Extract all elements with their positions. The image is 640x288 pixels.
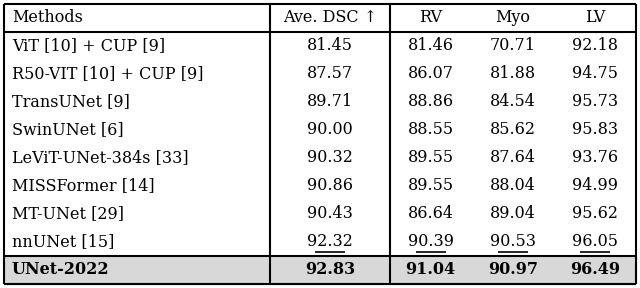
Text: 89.55: 89.55 bbox=[408, 149, 454, 166]
Text: 89.04: 89.04 bbox=[490, 206, 536, 223]
Text: 81.45: 81.45 bbox=[307, 37, 353, 54]
Text: 92.18: 92.18 bbox=[572, 37, 618, 54]
Text: 86.64: 86.64 bbox=[408, 206, 454, 223]
Text: 90.43: 90.43 bbox=[307, 206, 353, 223]
Text: 81.88: 81.88 bbox=[490, 65, 536, 82]
Text: 90.39: 90.39 bbox=[408, 234, 454, 251]
Text: SwinUNet [6]: SwinUNet [6] bbox=[12, 122, 124, 139]
Text: 92.32: 92.32 bbox=[307, 234, 353, 251]
Text: RV: RV bbox=[419, 10, 442, 26]
Text: 87.57: 87.57 bbox=[307, 65, 353, 82]
Text: 70.71: 70.71 bbox=[490, 37, 536, 54]
Text: 96.49: 96.49 bbox=[570, 262, 620, 278]
Text: 90.86: 90.86 bbox=[307, 177, 353, 194]
Text: LeViT-UNet-384s [33]: LeViT-UNet-384s [33] bbox=[12, 149, 189, 166]
Text: 95.73: 95.73 bbox=[572, 94, 618, 111]
Text: 90.00: 90.00 bbox=[307, 122, 353, 139]
Text: 81.46: 81.46 bbox=[408, 37, 454, 54]
Text: ViT [10] + CUP [9]: ViT [10] + CUP [9] bbox=[12, 37, 165, 54]
Text: 88.55: 88.55 bbox=[408, 122, 454, 139]
Text: 88.86: 88.86 bbox=[408, 94, 454, 111]
Text: 91.04: 91.04 bbox=[406, 262, 456, 278]
Text: 87.64: 87.64 bbox=[490, 149, 536, 166]
Text: 89.55: 89.55 bbox=[408, 177, 454, 194]
Text: 86.07: 86.07 bbox=[408, 65, 454, 82]
Text: 93.76: 93.76 bbox=[572, 149, 618, 166]
Text: 88.04: 88.04 bbox=[490, 177, 536, 194]
Text: 84.54: 84.54 bbox=[490, 94, 536, 111]
Text: UNet-2022: UNet-2022 bbox=[12, 262, 109, 278]
Text: MT-UNet [29]: MT-UNet [29] bbox=[12, 206, 124, 223]
Text: Ave. DSC ↑: Ave. DSC ↑ bbox=[283, 10, 377, 26]
Text: Methods: Methods bbox=[12, 10, 83, 26]
Text: 95.83: 95.83 bbox=[572, 122, 618, 139]
Text: 95.62: 95.62 bbox=[572, 206, 618, 223]
Text: TransUNet [9]: TransUNet [9] bbox=[12, 94, 130, 111]
Text: 90.32: 90.32 bbox=[307, 149, 353, 166]
Text: nnUNet [15]: nnUNet [15] bbox=[12, 234, 115, 251]
Text: 94.75: 94.75 bbox=[572, 65, 618, 82]
Text: Myo: Myo bbox=[495, 10, 531, 26]
Text: MISSFormer [14]: MISSFormer [14] bbox=[12, 177, 155, 194]
Text: LV: LV bbox=[585, 10, 605, 26]
Text: 85.62: 85.62 bbox=[490, 122, 536, 139]
Text: 90.97: 90.97 bbox=[488, 262, 538, 278]
Text: 92.83: 92.83 bbox=[305, 262, 355, 278]
Bar bbox=[4, 256, 636, 284]
Text: R50-VIT [10] + CUP [9]: R50-VIT [10] + CUP [9] bbox=[12, 65, 204, 82]
Text: 96.05: 96.05 bbox=[572, 234, 618, 251]
Text: 89.71: 89.71 bbox=[307, 94, 353, 111]
Text: 90.53: 90.53 bbox=[490, 234, 536, 251]
Text: 94.99: 94.99 bbox=[572, 177, 618, 194]
